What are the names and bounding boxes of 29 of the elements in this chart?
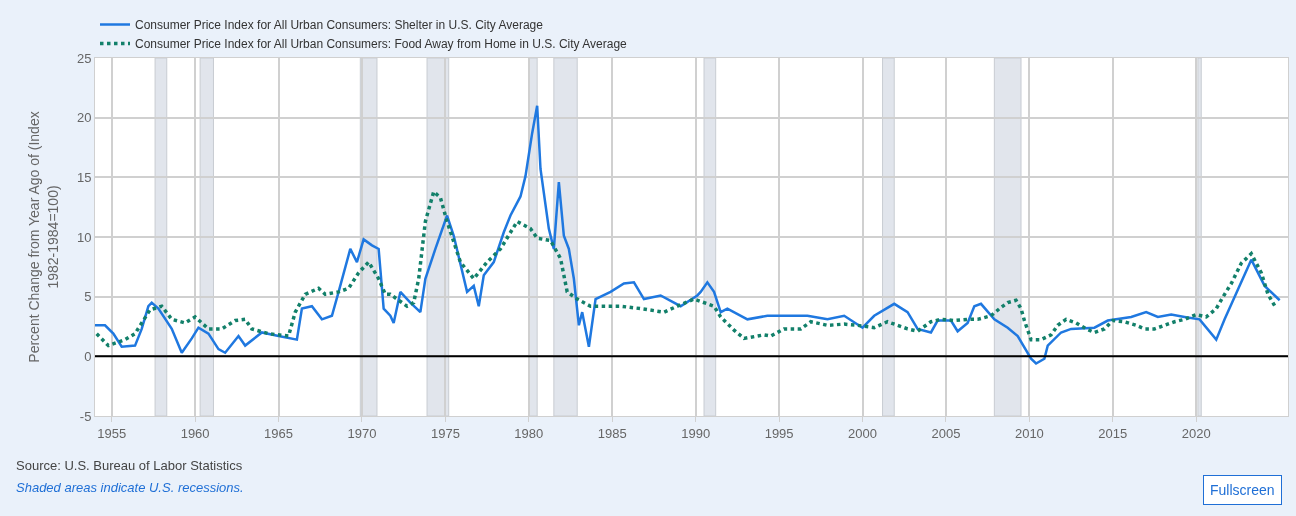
legend-label: Consumer Price Index for All Urban Consumers: Food Away from Home in U.S. City Average <box>135 37 628 52</box>
y-tick-label: 10 <box>76 229 92 245</box>
y-axis-title: Percent Change from Year Ago of (Index 1982-1984=100) <box>26 111 61 363</box>
x-tick-label: 1970 <box>347 425 377 441</box>
legend-label: Consumer Price Index for All Urban Consumers: Shelter in U.S. City Average <box>135 18 544 33</box>
y-tick-label: 25 <box>76 50 92 66</box>
y-tick-label: -5 <box>79 408 92 424</box>
x-tick-label: 1955 <box>97 425 127 441</box>
x-tick-label: 1965 <box>264 425 293 441</box>
x-tick-label: 2000 <box>848 425 877 441</box>
x-tick-label: 1995 <box>764 425 794 441</box>
line-series <box>95 104 1281 365</box>
y-tick-label: 0 <box>84 348 92 364</box>
text: Shaded areas indicate U.S. recessions. <box>16 480 244 495</box>
y-tick-label: 5 <box>84 289 92 305</box>
x-tick-label: 1990 <box>681 425 711 441</box>
x-tick-label: 2005 <box>931 425 961 441</box>
source-note: Source: U.S. Bureau of Labor Statistics <box>16 458 243 473</box>
x-tick-label: 2015 <box>1098 425 1128 441</box>
x-tick-label: 1985 <box>597 425 627 441</box>
y-tick-label: 15 <box>76 169 92 185</box>
x-tick-label: 1960 <box>180 425 210 441</box>
x-tick-label: 2020 <box>1181 425 1211 441</box>
text: Fullscreen <box>1210 482 1275 498</box>
y-tick-label: 20 <box>76 110 92 126</box>
x-tick-label: 1975 <box>430 425 460 441</box>
x-tick-label: 2010 <box>1014 425 1044 441</box>
x-tick-label: 1980 <box>514 425 544 441</box>
line-series <box>95 189 1279 348</box>
